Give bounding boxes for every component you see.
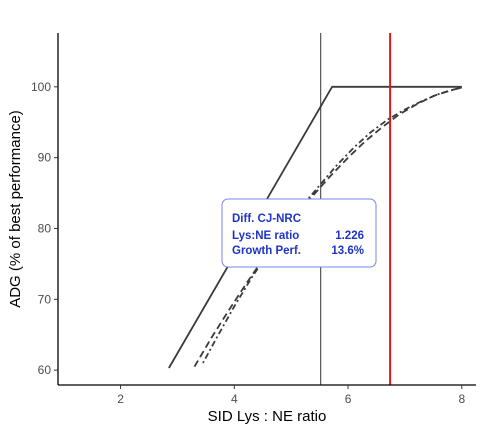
annotation-row-value: 1.226 <box>335 230 364 242</box>
y-tick-label: 60 <box>38 363 52 377</box>
x-tick-label: 4 <box>231 392 238 406</box>
y-tick-label: 80 <box>38 221 52 235</box>
annotation-row-value: 13.6% <box>331 245 364 257</box>
x-tick-label: 8 <box>458 392 465 406</box>
y-axis-title: ADG (% of best performance) <box>7 110 24 308</box>
series-line-dotdash <box>202 86 463 364</box>
x-tick-label: 2 <box>117 392 124 406</box>
series-line-solid <box>168 85 462 369</box>
y-tick-label: 90 <box>38 151 52 165</box>
x-tick-label: 6 <box>345 392 352 406</box>
ticks-layer: 2 4 6 8 60 70 80 90 100 <box>31 80 465 406</box>
annotation-row-label: Lys:NE ratio <box>232 230 299 242</box>
annotation-box: Diff. CJ-NRC Lys:NE ratio 1.226 Growth P… <box>221 198 377 268</box>
y-tick-label: 70 <box>38 292 52 306</box>
x-axis-title: SID Lys : NE ratio <box>208 408 327 425</box>
annotation-frame <box>221 198 377 268</box>
annotation-row-label: Growth Perf. <box>232 245 301 257</box>
annotation-title: Diff. CJ-NRC <box>232 213 301 225</box>
y-tick-label: 100 <box>31 80 51 94</box>
